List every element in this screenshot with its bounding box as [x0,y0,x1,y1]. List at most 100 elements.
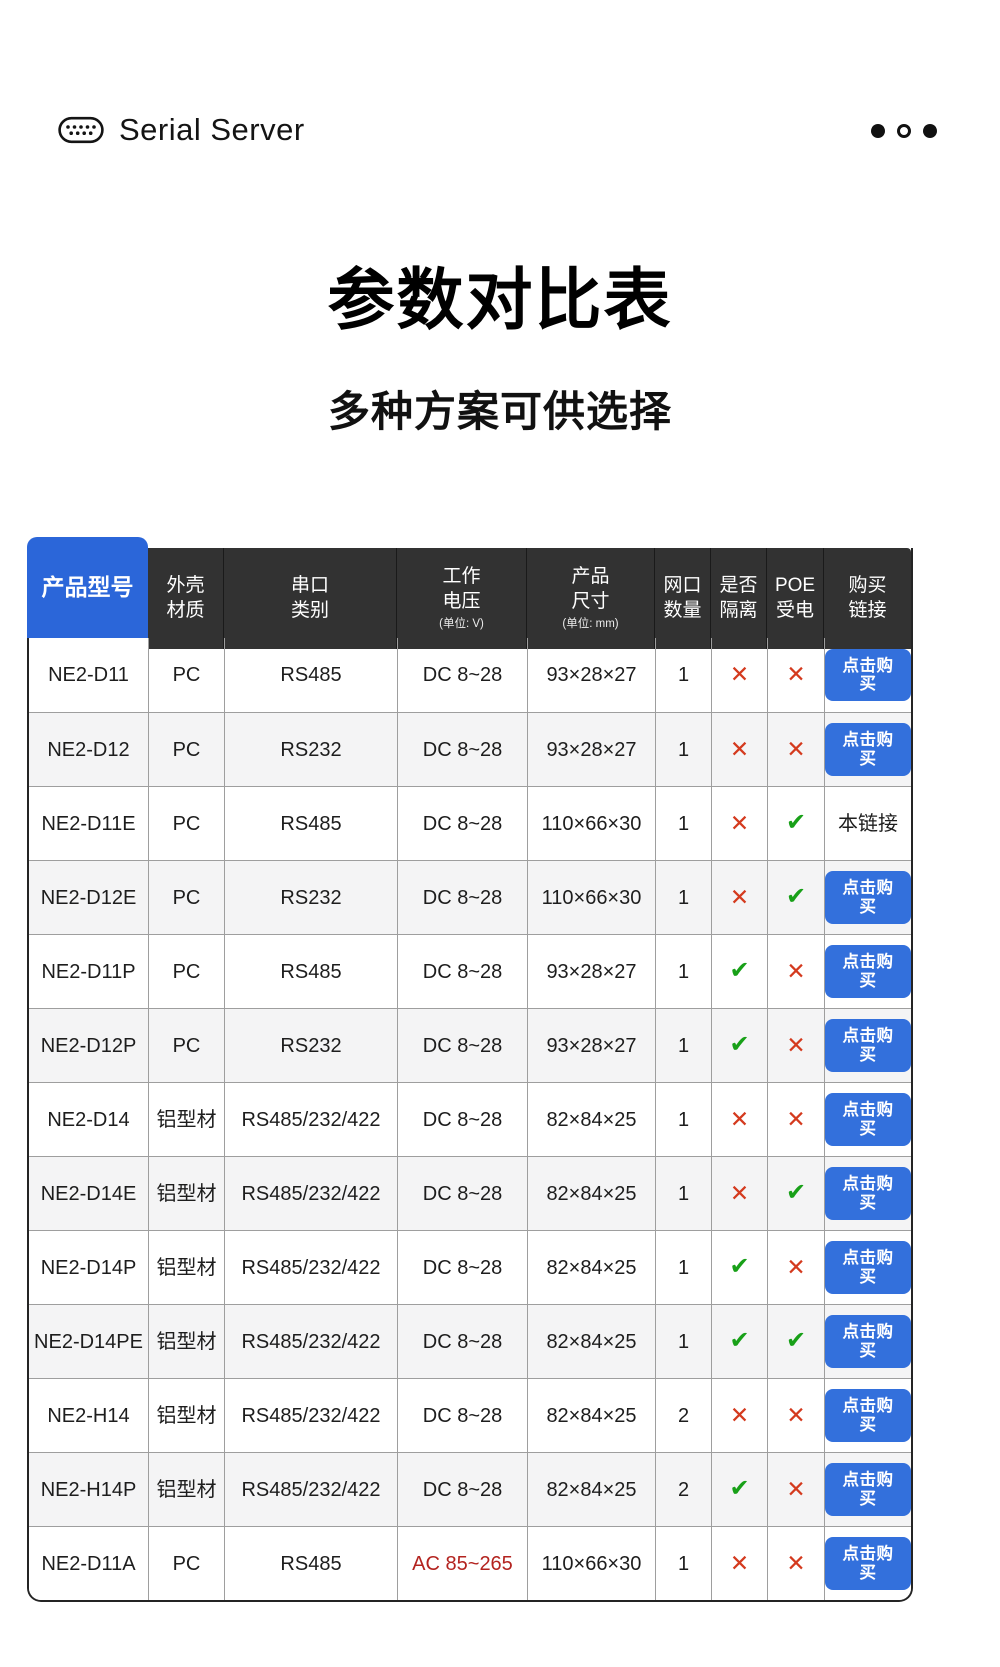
serial-type-cell: RS485 [224,935,397,1008]
serial-type-cell: RS485/232/422 [224,1157,397,1230]
size-cell: 93×28×27 [527,713,655,786]
cross-icon: ✕ [729,883,750,910]
isolation-cell: ✕ [711,1527,767,1600]
check-icon: ✔ [729,957,750,985]
serial-type-cell: RS485/232/422 [224,1083,397,1156]
voltage-cell: DC 8~28 [397,787,527,860]
ports-cell: 1 [655,638,711,712]
table-row: NE2-D14 铝型材 RS485/232/422 DC 8~28 82×84×25 1 ✕… [29,1082,911,1156]
buy-button[interactable]: 点击购买 [825,1463,911,1516]
carousel-dot-filled[interactable] [871,124,885,138]
buy-button[interactable]: 点击购买 [825,648,911,702]
buy-link-cell: 点击购买 [824,638,911,712]
model-cell: NE2-D12P [40,1034,137,1057]
ports-cell: 2 [655,1379,711,1452]
buy-link-text: 本链接 [838,812,898,835]
buy-button[interactable]: 点击购买 [825,1167,911,1220]
column-header-size: 产品 尺寸 (单位: mm) [527,548,655,649]
size-cell: 93×28×27 [527,935,655,1008]
buy-link-cell: 点击购买 [824,1231,911,1304]
table-header-row: 产品型号 外壳 材质 串口 类别 工作 电压 (单位: V) 产品 尺寸 (单位… [27,537,911,649]
buy-button[interactable]: 点击购买 [825,871,911,924]
column-header-label: 产品型号 [41,573,134,600]
isolation-cell: ✔ [711,1009,767,1082]
cross-icon: ✕ [729,1179,750,1206]
poe-cell: ✔ [767,1157,824,1230]
check-icon: ✔ [729,1475,750,1503]
buy-link-cell: 点击购买 [824,1083,911,1156]
buy-link-cell: 点击购买 [824,713,911,786]
check-icon: ✔ [785,809,807,837]
cross-icon: ✕ [786,1253,806,1280]
poe-cell: ✕ [767,713,824,786]
size-cell: 82×84×25 [527,1083,655,1156]
model-cell: NE2-D11A [41,1552,136,1575]
serial-type-cell: RS232 [224,1009,397,1082]
buy-button[interactable]: 点击购买 [825,1019,911,1072]
size-cell: 82×84×25 [527,1453,655,1526]
buy-button[interactable]: 点击购买 [825,1389,911,1442]
voltage-cell: DC 8~28 [397,713,527,786]
buy-button[interactable]: 点击购买 [825,945,911,998]
table-row: NE2-D12P PC RS232 DC 8~28 93×28×27 1 ✔ ✕ 点击购买 [29,1008,911,1082]
column-header-isolation: 是否 隔离 [711,548,767,649]
isolation-cell: ✕ [711,713,767,786]
page-title: 参数对比表 [327,263,673,338]
size-cell: 93×28×27 [527,1009,655,1082]
size-cell: 82×84×25 [527,1379,655,1452]
check-icon: ✔ [729,1253,750,1281]
table-body: NE2-D11 PC RS485 DC 8~28 93×28×27 1 ✕ ✕ 点击购买 NE2-… [29,638,911,1600]
column-header-serial-type: 串口 类别 [224,548,397,649]
ports-cell: 1 [655,1157,711,1230]
table-row: NE2-D14PE 铝型材 RS485/232/422 DC 8~28 82×84×25… [29,1304,911,1378]
model-cell: NE2-D14P [40,1256,137,1279]
ports-cell: 1 [655,787,711,860]
serial-type-cell: RS485/232/422 [224,1231,397,1304]
model-cell: NE2-D11E [41,812,136,835]
buy-link-cell: 点击购买 [824,1379,911,1452]
poe-cell: ✕ [767,1231,824,1304]
serial-connector-icon [58,116,104,144]
isolation-cell: ✕ [711,1083,767,1156]
cross-icon: ✕ [729,1401,750,1428]
isolation-cell: ✔ [711,1231,767,1304]
serial-type-cell: RS232 [224,713,397,786]
material-cell: PC [148,935,224,1008]
buy-link-cell: 点击购买 [824,1305,911,1378]
carousel-dot-filled[interactable] [923,124,937,138]
size-cell: 82×84×25 [527,1157,655,1230]
buy-link-cell: 点击购买 [824,861,911,934]
model-cell: NE2-D14E [40,1182,137,1205]
model-cell: NE2-D12E [40,886,137,909]
voltage-cell: DC 8~28 [397,1379,527,1452]
buy-button[interactable]: 点击购买 [825,723,911,776]
serial-type-cell: RS485 [224,638,397,712]
material-cell: 铝型材 [148,1379,224,1452]
buy-button[interactable]: 点击购买 [825,1093,911,1146]
comparison-table: 产品型号 外壳 材质 串口 类别 工作 电压 (单位: V) 产品 尺寸 (单位… [27,537,913,1602]
isolation-cell: ✔ [711,1305,767,1378]
cross-icon: ✕ [786,1031,806,1058]
model-cell: NE2-H14P [40,1478,137,1501]
check-icon: ✔ [785,883,807,911]
carousel-dot-hollow[interactable] [897,124,911,138]
buy-button[interactable]: 点击购买 [825,1315,911,1368]
table-row: NE2-H14 铝型材 RS485/232/422 DC 8~28 82×84×25 2 ✕… [29,1378,911,1452]
poe-cell: ✔ [767,787,824,860]
serial-type-cell: RS485 [224,787,397,860]
buy-button[interactable]: 点击购买 [825,1241,911,1294]
poe-cell: ✕ [767,1083,824,1156]
material-cell: PC [148,1009,224,1082]
ports-cell: 1 [655,1231,711,1304]
voltage-cell: DC 8~28 [397,1231,527,1304]
check-icon: ✔ [729,1031,750,1059]
model-cell: NE2-D11P [41,960,136,983]
column-header-poe: POE 受电 [767,548,824,649]
model-cell: NE2-D11 [48,664,129,686]
size-cell: 110×66×30 [527,861,655,934]
brand-bar: Serial Server [58,112,305,148]
buy-button[interactable]: 点击购买 [825,1537,911,1590]
voltage-cell: DC 8~28 [397,935,527,1008]
cross-icon: ✕ [729,1105,750,1132]
